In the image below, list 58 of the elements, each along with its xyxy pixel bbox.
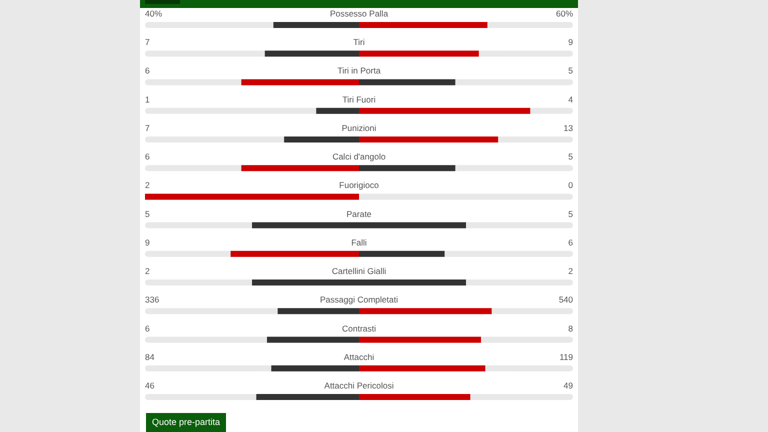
y-tick-label: Contrasti [342,323,376,334]
text: 2 [568,266,574,276]
text: 4 [568,94,574,104]
text: 8 [568,323,574,334]
annotation: 6 [145,152,150,162]
text: 540 [558,294,574,305]
y-tick-label: Attacchi Pericolosi [324,380,394,390]
bar [278,308,359,314]
text: Quote pre-partita [146,413,226,432]
y-tick-label: Falli [351,237,367,248]
bar [316,108,359,114]
bar [359,394,470,400]
y-tick-label: Tiri in Porta [337,66,381,76]
text: 5 [568,208,574,219]
annotation: 40% [145,8,162,19]
text: 60% [556,8,574,19]
y-tick-label: Cartellini Gialli [332,266,386,276]
bar [273,22,359,28]
y-tick-label: Passaggi Completati [320,294,398,305]
y-tick-label: Punizioni [342,122,376,133]
y-tick-label: Tiri Fuori [342,94,376,104]
text: 6 [568,237,574,248]
text: 0 [568,180,574,190]
annotation: 336 [145,294,160,305]
bar [359,336,481,343]
annotation: 9 [145,237,150,248]
annotation: 7 [145,122,150,133]
annotation: 2 [145,266,150,276]
bar [264,50,359,57]
text: 49 [564,380,574,390]
text: 9 [568,37,574,48]
annotation: 6 [145,66,150,76]
annotation: 6 [145,323,150,334]
bar [359,365,486,372]
annotation: 46 [145,380,155,390]
annotation: 2 [145,180,150,190]
bar [271,365,359,372]
bar [359,308,492,314]
annotation: 1 [145,94,150,104]
y-tick-label: Fuorigioco [339,180,380,190]
annotation: 5 [145,208,150,219]
bar [284,136,359,142]
annotation: 7 [145,37,150,48]
annotation: 84 [145,352,155,362]
y-tick-label: Parate [346,208,372,219]
text: 119 [559,352,574,362]
bar [256,394,359,400]
text: 5 [568,66,574,76]
bar [266,336,359,343]
bar [359,136,498,142]
y-tick-label: Possesso Palla [330,8,388,19]
bar [359,22,488,28]
bar [359,50,479,57]
y-tick-label: Tiri [353,37,365,48]
y-tick-label: Attacchi [344,352,374,362]
text: 13 [564,122,574,133]
text: 5 [568,152,574,162]
y-tick-label: Calci d'angolo [332,152,386,162]
